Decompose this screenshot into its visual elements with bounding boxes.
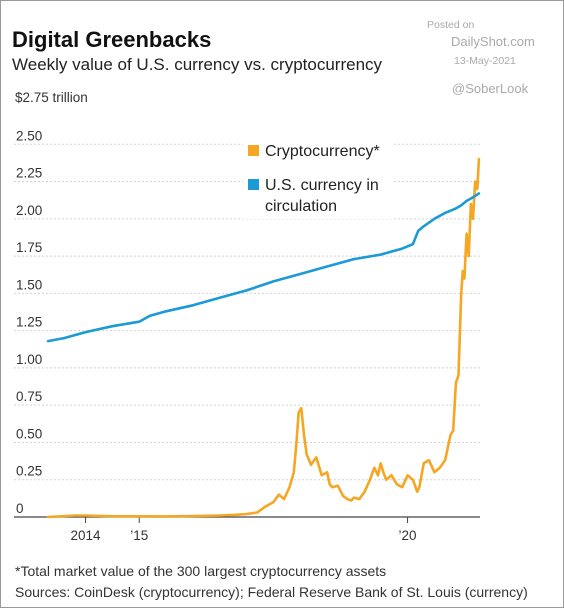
legend: Cryptocurrency* U.S. currency in circulati… xyxy=(243,131,393,219)
legend-label-line: U.S. currency in xyxy=(265,177,379,194)
legend-label-us-currency: U.S. currency in circulation xyxy=(265,177,379,215)
x-tick-label: ’20 xyxy=(399,528,417,543)
footnote: *Total market value of the 300 largest c… xyxy=(15,563,387,579)
y-tick-label: 1.25 xyxy=(16,315,42,330)
line-chart: 0 0.25 0.50 0.75 1.00 1.25 1.50 1.75 2.00 2.25 2.5… xyxy=(14,128,481,543)
y-tick-label: 0 xyxy=(16,501,24,516)
legend-swatch-cryptocurrency xyxy=(248,145,259,156)
author-handle: @SoberLook xyxy=(452,81,529,96)
legend-swatch-us-currency xyxy=(248,179,259,190)
posted-label: Posted on xyxy=(427,19,475,31)
x-tick-label: 2014 xyxy=(71,528,102,543)
y-tick-label: 1.00 xyxy=(16,352,42,367)
y-tick-label: 1.50 xyxy=(16,277,42,292)
series-line-us-currency xyxy=(46,192,481,343)
y-tick-label: 0.50 xyxy=(16,426,42,441)
chart-subtitle: Weekly value of U.S. currency vs. crypto… xyxy=(12,55,383,74)
chart-title: Digital Greenbacks xyxy=(12,27,212,52)
y-tick-label: 0.75 xyxy=(16,389,42,404)
series-lines xyxy=(46,157,481,519)
source-site: DailyShot.com xyxy=(451,34,535,49)
y-axis-unit-label: $2.75 trillion xyxy=(15,90,88,105)
y-axis-ticks: 0 0.25 0.50 0.75 1.00 1.25 1.50 1.75 2.00 2.25 2.5… xyxy=(16,128,42,516)
legend-background xyxy=(243,131,393,219)
x-axis: 2014 ’15 ’20 xyxy=(14,516,480,543)
y-tick-label: 2.50 xyxy=(16,128,42,143)
y-tick-label: 0.25 xyxy=(16,464,42,479)
posted-date: 13-May-2021 xyxy=(454,55,516,67)
y-tick-label: 2.25 xyxy=(16,166,42,181)
y-tick-label: 2.00 xyxy=(16,203,42,218)
series-line-cryptocurrency xyxy=(46,157,481,519)
legend-label-line: circulation xyxy=(265,198,337,215)
legend-label-cryptocurrency: Cryptocurrency* xyxy=(265,143,380,160)
x-tick-label: ’15 xyxy=(130,528,148,543)
sources-note: Sources: CoinDesk (cryptocurrency); Fede… xyxy=(15,584,528,600)
y-tick-label: 1.75 xyxy=(16,240,42,255)
